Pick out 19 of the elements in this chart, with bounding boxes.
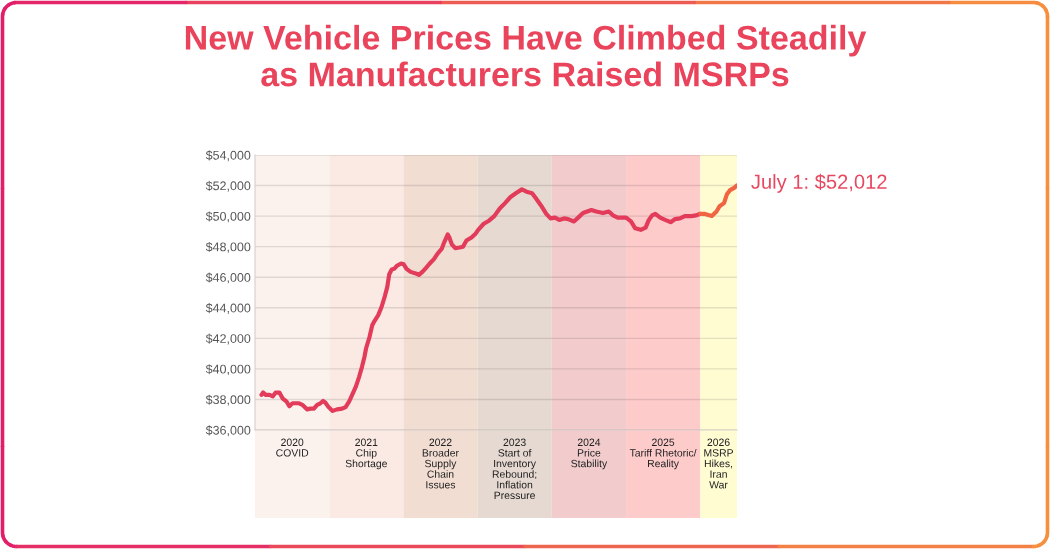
x-tick-label: 2026 MSRP Hikes, Iran War bbox=[704, 438, 734, 489]
x-tick-label: 2022 Broader Supply Chain Issues bbox=[422, 438, 459, 489]
x-tick-label: 2020 COVID bbox=[276, 438, 309, 457]
x-tick-label: 2025 Tariff Rhetoric/ Reality bbox=[629, 438, 697, 470]
annotation: July 1: $52,012 bbox=[751, 173, 887, 193]
x-tick-label: 2023 Start of Inventory Rebound; Inflation Pressure bbox=[492, 438, 537, 500]
chart-title: New Vehicle Prices Have Climbed Steadily as Manufacturers Raised MSRPs bbox=[185, 24, 867, 87]
y-tick-label: $50,000 bbox=[205, 211, 251, 223]
y-tick-label: $40,000 bbox=[205, 364, 251, 376]
y-tick-label: $38,000 bbox=[205, 394, 251, 406]
x-tick-label: 2021 Chip Shortage bbox=[345, 438, 387, 470]
y-tick-label: $54,000 bbox=[205, 150, 251, 162]
y-tick-label: $46,000 bbox=[205, 272, 251, 284]
y-tick-label: $52,000 bbox=[205, 180, 251, 192]
y-tick-label: $36,000 bbox=[205, 425, 251, 437]
y-tick-label: $42,000 bbox=[205, 333, 251, 345]
x-tick-label: 2024 Price Stability bbox=[571, 438, 608, 470]
y-tick-label: $48,000 bbox=[205, 241, 251, 253]
y-tick-label: $44,000 bbox=[205, 303, 251, 314]
